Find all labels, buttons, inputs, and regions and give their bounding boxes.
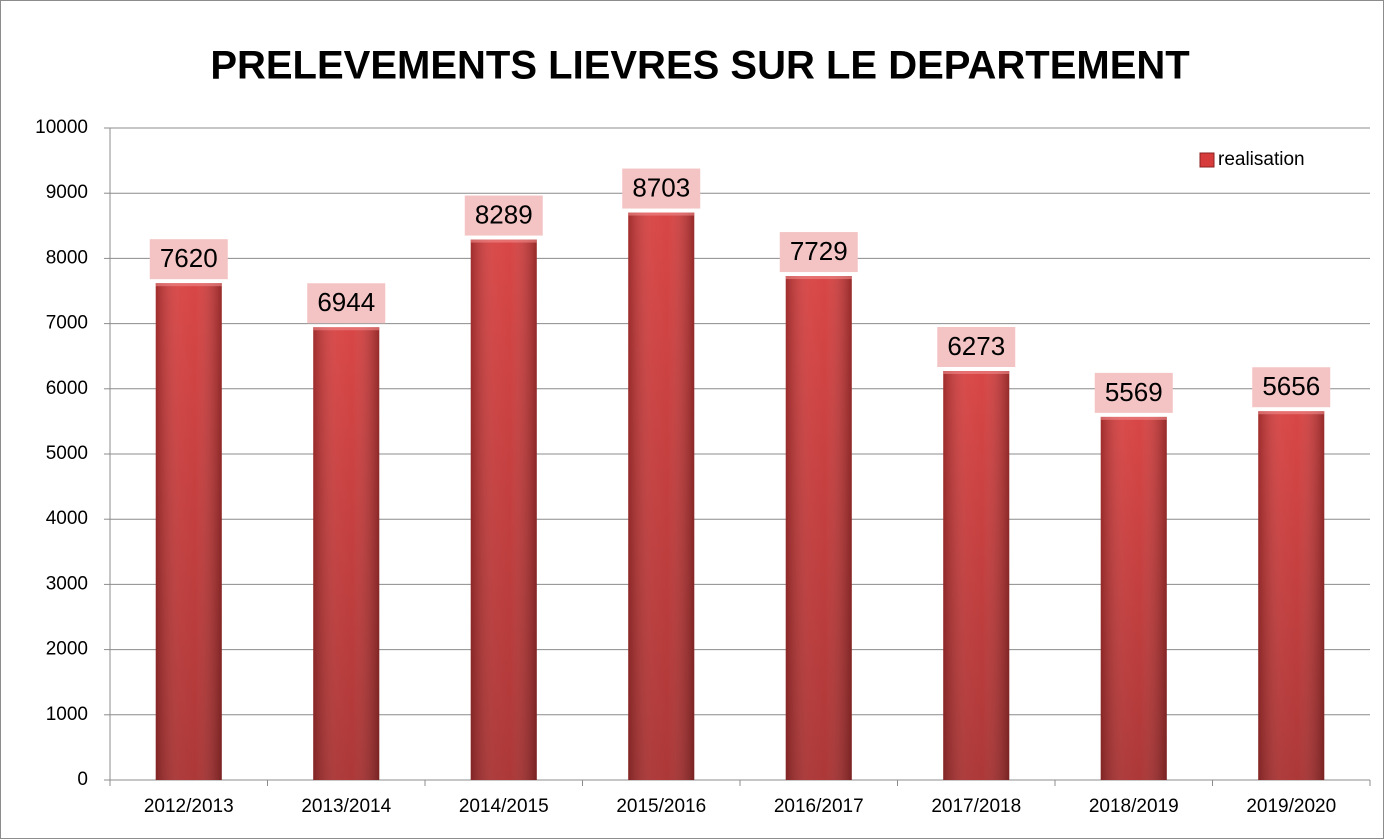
- data-label-box: [464, 195, 543, 236]
- data-label-box: [622, 168, 701, 209]
- bar-top: [313, 327, 380, 331]
- data-label-box: [149, 239, 228, 280]
- bar-top: [470, 239, 537, 243]
- y-tick-label: 1000: [46, 704, 88, 725]
- bar-shade: [1100, 416, 1167, 780]
- x-tick-label: 2014/2015: [459, 796, 549, 817]
- data-label: 8703: [632, 172, 690, 202]
- legend-swatch: [1199, 152, 1215, 168]
- data-label-box: [1252, 367, 1331, 408]
- y-tick-label: 3000: [46, 573, 88, 594]
- bar-top: [785, 276, 852, 280]
- y-tick-label: 6000: [46, 378, 88, 399]
- data-label: 5656: [1262, 371, 1320, 401]
- chart-title: PRELEVEMENTS LIEVRES SUR LE DEPARTEMENT: [210, 44, 1189, 88]
- data-label-box: [937, 327, 1016, 368]
- bar-top: [1258, 411, 1325, 415]
- data-label-box: [1094, 372, 1173, 413]
- bar-shade: [943, 371, 1010, 780]
- bar-top: [943, 371, 1010, 375]
- x-tick-label: 2013/2014: [301, 796, 391, 817]
- bar-top: [1100, 416, 1167, 420]
- legend-label: realisation: [1218, 149, 1305, 170]
- x-tick-label: 2015/2016: [616, 796, 706, 817]
- bar-shade: [1258, 411, 1325, 780]
- data-label: 6273: [947, 331, 1005, 361]
- data-label: 8289: [475, 199, 533, 229]
- data-label-box: [779, 232, 858, 273]
- y-tick-label: 10000: [35, 117, 88, 138]
- x-tick-label: 2019/2020: [1246, 796, 1336, 817]
- bar-shade: [313, 327, 380, 780]
- data-label: 6944: [317, 287, 375, 317]
- data-label: 7729: [790, 236, 848, 266]
- bar-top: [155, 283, 222, 287]
- bar-shade: [155, 283, 222, 780]
- y-tick-label: 5000: [46, 443, 88, 464]
- bar-top: [628, 212, 695, 216]
- y-tick-label: 8000: [46, 247, 88, 268]
- y-tick-label: 4000: [46, 508, 88, 529]
- data-label: 5569: [1105, 377, 1163, 407]
- y-tick-label: 2000: [46, 639, 88, 660]
- x-tick-label: 2017/2018: [931, 796, 1021, 817]
- x-tick-label: 2012/2013: [144, 796, 234, 817]
- data-label: 7620: [160, 243, 218, 273]
- x-tick-label: 2018/2019: [1089, 796, 1179, 817]
- bar-shade: [470, 239, 537, 781]
- y-tick-label: 0: [77, 769, 88, 790]
- data-label-box: [307, 283, 386, 324]
- y-tick-label: 9000: [46, 182, 88, 203]
- x-tick-label: 2016/2017: [774, 796, 864, 817]
- y-tick-label: 7000: [46, 313, 88, 334]
- bar-shade: [785, 276, 852, 780]
- bar-shade: [628, 212, 695, 781]
